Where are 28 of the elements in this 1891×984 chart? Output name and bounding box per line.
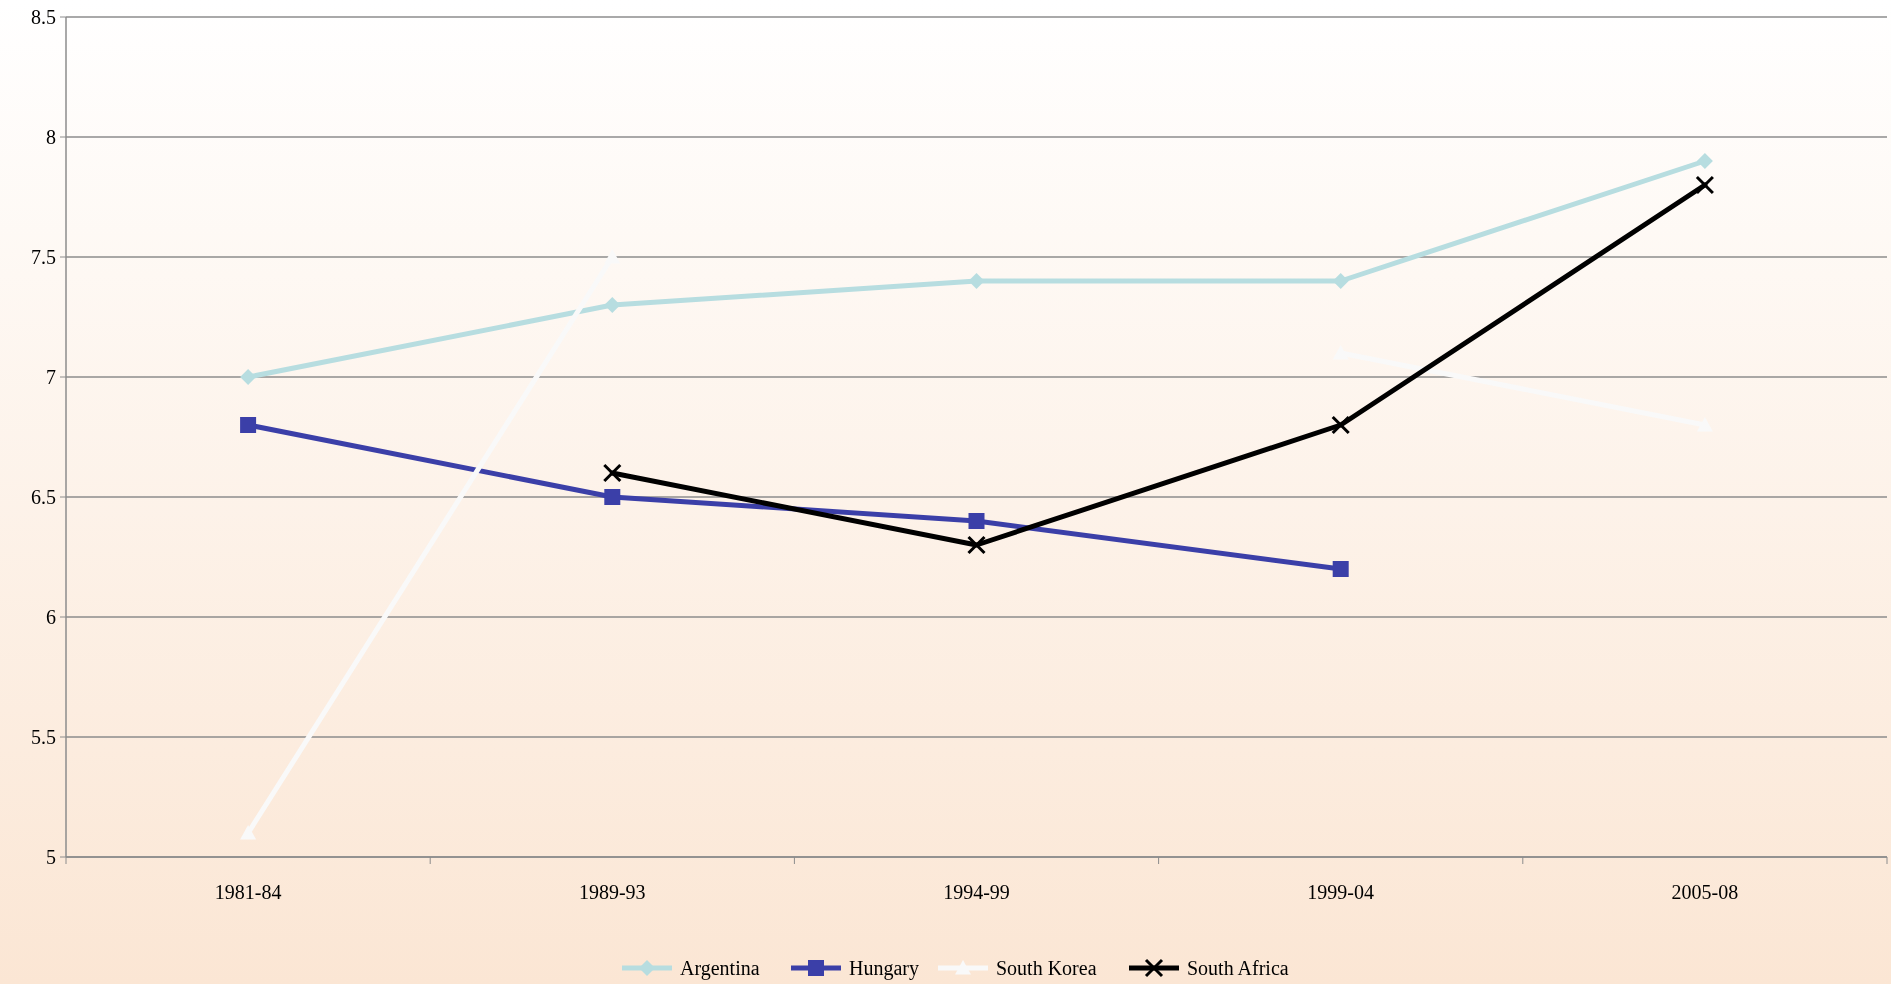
point: [1332, 561, 1349, 577]
legend-label: South Korea: [996, 957, 1097, 979]
x-tick-label: 1994-99: [943, 881, 1010, 903]
y-tick-label: 8: [46, 126, 56, 148]
legend-label: South Africa: [1187, 957, 1289, 979]
point: [1331, 415, 1351, 435]
y-tick-label: 7.5: [31, 246, 56, 268]
point: [604, 489, 621, 505]
point: [1696, 153, 1713, 169]
legend-label: Hungary: [849, 957, 919, 980]
x-tick-label: 1989-93: [578, 881, 646, 903]
x-tick-label: 1981-84: [214, 881, 282, 903]
y-tick-label: 6.5: [31, 486, 56, 508]
point: [240, 417, 257, 433]
point: [240, 825, 257, 840]
point: [1695, 175, 1715, 195]
point: [240, 369, 257, 385]
y-tick-label: 6: [46, 606, 56, 628]
point: [602, 463, 622, 483]
y-tick-label: 5: [46, 846, 56, 868]
x-tick-label: 2005-08: [1671, 881, 1739, 903]
legend-label: Argentina: [680, 957, 760, 980]
point: [968, 513, 985, 529]
point: [967, 535, 986, 555]
x-tick-label: 1999-04: [1307, 881, 1375, 903]
y-tick-label: 7: [46, 366, 56, 388]
y-tick-label: 5.5: [31, 726, 56, 748]
y-tick-label: 8.5: [31, 6, 56, 28]
